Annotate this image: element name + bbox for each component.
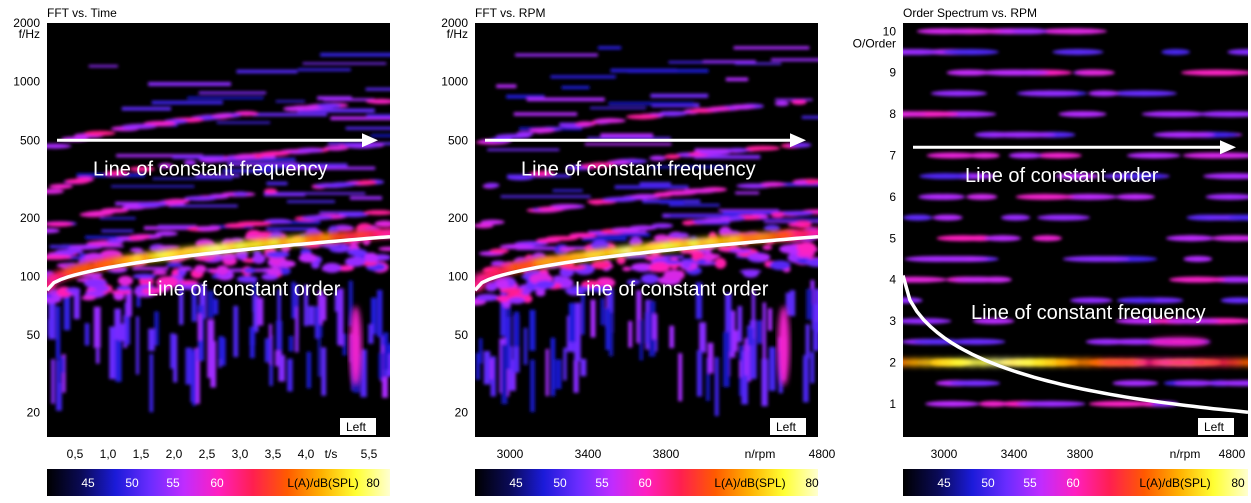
colorbar-tick: 80 — [366, 476, 380, 490]
y-tick-label: 100 — [20, 269, 40, 283]
y-tick-label: 20 — [455, 406, 469, 420]
x-tick-label: 4800 — [1219, 447, 1246, 461]
y-tick-label: 2 — [889, 355, 896, 369]
x-tick-label: 3400 — [575, 447, 602, 461]
y-tick-label: 6 — [889, 190, 896, 204]
y-tick-label: 500 — [20, 133, 40, 147]
x-tick-label: 2,0 — [166, 447, 183, 461]
spectrogram — [903, 28, 1248, 407]
y-tick-label: 7 — [889, 148, 896, 162]
x-tick-label: 5,5 — [361, 447, 378, 461]
x-axis-label: t/s — [325, 447, 338, 461]
colorbar-tick: 50 — [981, 476, 995, 490]
channel-badge — [1198, 418, 1234, 435]
x-tick-label: 3,5 — [265, 447, 282, 461]
annotation-arrow-label: Line of constant order — [965, 165, 1159, 187]
annotation-arrow-label: Line of constant frequency — [93, 158, 328, 180]
x-tick-label: 3400 — [1001, 447, 1028, 461]
y-tick-label: 4 — [889, 273, 896, 287]
y-tick-label: 50 — [455, 328, 469, 342]
colorbar-tick: 45 — [509, 476, 523, 490]
channel-badge-label: Left — [776, 420, 797, 434]
annotation-curve-label: Line of constant frequency — [971, 302, 1206, 324]
y-tick-label: 100 — [448, 269, 468, 283]
x-tick-label: 3000 — [931, 447, 958, 461]
x-tick-label: 4,0 — [298, 447, 315, 461]
colorbar — [475, 469, 818, 496]
colorbar-tick: 55 — [1023, 476, 1037, 490]
colorbar-label: L(A)/dB(SPL) — [714, 476, 785, 490]
y-tick-label: 200 — [20, 211, 40, 225]
colorbar-tick: 80 — [805, 476, 819, 490]
panel-2: Line of constant frequency Line of consta… — [441, 6, 836, 496]
y-tick-label: 500 — [448, 133, 468, 147]
arrowhead-icon — [1220, 140, 1236, 155]
channel-badge — [340, 418, 376, 435]
colorbar-tick: 50 — [125, 476, 139, 490]
y-tick-label: 2000 — [13, 16, 40, 30]
y-tick-label: 1000 — [13, 75, 40, 89]
arrowhead-icon — [362, 133, 378, 148]
annotation-curve-label: Line of constant order — [575, 278, 769, 300]
x-tick-label: 1,0 — [100, 447, 117, 461]
colorbar-tick: 80 — [1231, 476, 1245, 490]
chart-title: FFT vs. RPM — [475, 6, 545, 20]
colorbar — [47, 469, 390, 496]
arrowhead-icon — [790, 133, 806, 148]
channel-badge-label: Left — [1204, 420, 1225, 434]
y-tick-label: 1000 — [441, 75, 468, 89]
colorbar-label: L(A)/dB(SPL) — [1139, 476, 1210, 490]
y-tick-label: 1 — [889, 397, 896, 411]
x-tick-label: 3800 — [1067, 447, 1094, 461]
x-tick-label: 3000 — [497, 447, 524, 461]
constant-line-curve — [475, 234, 818, 292]
y-tick-label: 2000 — [441, 16, 468, 30]
chart-title: Order Spectrum vs. RPM — [903, 6, 1037, 20]
colorbar-tick: 45 — [937, 476, 951, 490]
y-tick-label: 3 — [889, 314, 896, 328]
y-tick-label: 200 — [448, 211, 468, 225]
x-axis-label: n/rpm — [745, 447, 776, 461]
x-tick-label: 4800 — [809, 447, 836, 461]
colorbar-label: L(A)/dB(SPL) — [287, 476, 358, 490]
x-axis-label: n/rpm — [1170, 447, 1201, 461]
channel-badge-label: Left — [346, 420, 367, 434]
channel-badge — [770, 418, 806, 435]
colorbar-tick: 60 — [210, 476, 224, 490]
y-tick-label: 9 — [889, 66, 896, 80]
colorbar-tick: 50 — [553, 476, 567, 490]
colorbar-tick: 55 — [595, 476, 609, 490]
spectrogram — [475, 46, 818, 417]
y-tick-label: 50 — [27, 328, 41, 342]
panel-1: Line of constant frequency Line of consta… — [13, 6, 390, 496]
y-axis-label: f/Hz — [447, 27, 468, 41]
x-tick-label: 0,5 — [67, 447, 84, 461]
annotation-arrow-label: Line of constant frequency — [521, 158, 756, 180]
colorbar-tick: 55 — [166, 476, 180, 490]
colorbar-tick: 60 — [638, 476, 652, 490]
y-axis-label: O/Order — [853, 36, 896, 50]
x-tick-label: 3800 — [653, 447, 680, 461]
colorbar-tick: 45 — [81, 476, 95, 490]
y-tick-label: 20 — [27, 406, 41, 420]
y-axis-label: f/Hz — [19, 27, 40, 41]
chart-title: FFT vs. Time — [47, 6, 117, 20]
y-tick-label: 5 — [889, 231, 896, 245]
panel-3: Line of constant order Line of constant f… — [853, 6, 1248, 496]
annotation-curve-label: Line of constant order — [147, 278, 341, 300]
x-tick-label: 1,5 — [133, 447, 150, 461]
x-tick-label: 3,0 — [232, 447, 249, 461]
y-tick-label: 10 — [883, 24, 897, 38]
x-tick-label: 2,5 — [199, 447, 216, 461]
y-tick-label: 8 — [889, 107, 896, 121]
colorbar-tick: 60 — [1066, 476, 1080, 490]
spectrogram — [47, 52, 390, 413]
constant-line-curve — [903, 275, 1248, 414]
constant-line-curve — [47, 234, 390, 292]
plot-area — [903, 23, 1248, 437]
colorbar — [903, 469, 1248, 496]
